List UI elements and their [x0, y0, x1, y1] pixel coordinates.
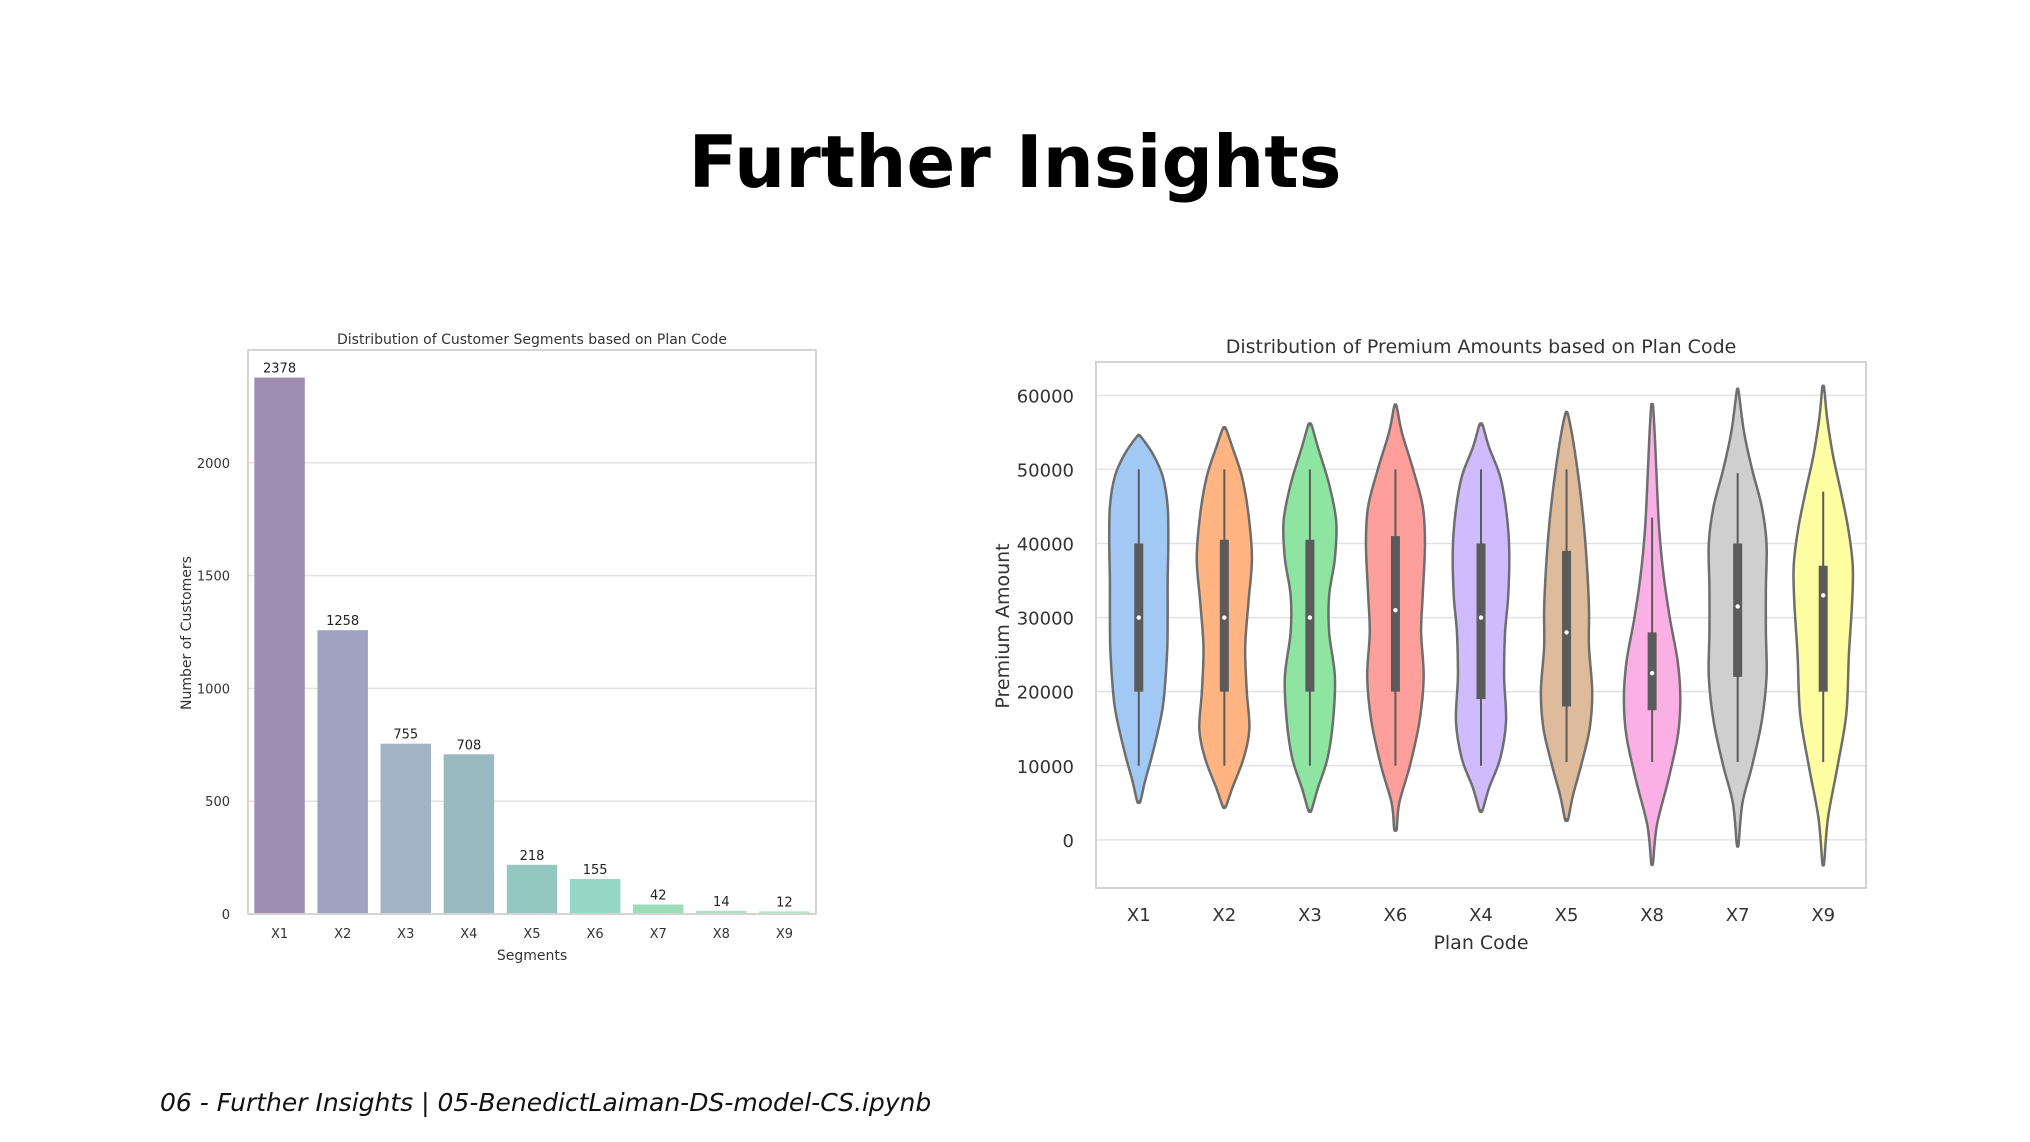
bar-chart-x-ticks: X1 X2 X3 X4 X5 X6 X7 X8 X9	[271, 927, 793, 942]
violin-iqr-box	[1818, 565, 1828, 692]
violin-chart-y-tick-label: 0	[1063, 831, 1074, 852]
bar-x2	[317, 630, 368, 914]
violin-x6	[1364, 403, 1427, 832]
bar-data-label-x8: 14	[713, 895, 730, 910]
violin-median-dot	[1478, 615, 1484, 620]
violin-x4	[1451, 422, 1511, 814]
violin-x7	[1707, 387, 1769, 848]
violin-x2	[1195, 426, 1254, 810]
violin-chart-y-tick-label: 60000	[1017, 386, 1074, 407]
violin-median-dot	[1564, 630, 1569, 635]
violin-median-dot	[1821, 593, 1826, 598]
bar-data-label-x7: 42	[650, 889, 667, 904]
violin-chart-y-tick-label: 50000	[1017, 460, 1074, 481]
violin-chart-x-tick-label: X3	[1298, 905, 1322, 926]
violin-chart-x-tick-label: X6	[1384, 905, 1408, 926]
bar-x9	[759, 911, 810, 914]
violin-x3	[1281, 422, 1338, 814]
violin-median-dot	[1136, 615, 1141, 620]
bar-data-label-x5: 218	[520, 849, 545, 864]
bar-chart-data-labels: 2378 1258 755 708 218 155 42 14 12	[263, 362, 793, 911]
bar-x3	[380, 743, 432, 914]
violin-chart-x-tick-label: X8	[1640, 905, 1664, 926]
bar-chart-title: Distribution of Customer Segments based …	[337, 332, 727, 348]
violin-iqr-box	[1562, 550, 1572, 707]
violin-median-dot	[1735, 604, 1740, 609]
bar-chart-y-tick-label: 0	[222, 908, 230, 923]
violin-median-dot	[1307, 615, 1313, 620]
bar-x7	[632, 904, 684, 914]
bar-data-label-x3: 755	[393, 728, 418, 743]
bar-data-label-x6: 155	[583, 863, 608, 878]
violin-chart-x-tick-label: X4	[1469, 905, 1493, 926]
bar-x8	[696, 910, 747, 914]
bar-chart-x-axis-label: Segments	[497, 948, 567, 964]
bar-chart-x-tick-label: X8	[713, 927, 730, 942]
bar-chart-x-tick-label: X5	[523, 927, 540, 942]
violin-iqr-box	[1476, 543, 1486, 700]
slide-footer: 06 - Further Insights | 05-BenedictLaima…	[160, 1088, 932, 1117]
bar-x6	[569, 879, 621, 914]
bar-data-label-x2: 1258	[326, 614, 359, 629]
violin-median-dot	[1393, 607, 1398, 613]
violin-chart-x-tick-label: X5	[1555, 905, 1579, 926]
violin-chart-y-ticks: 0 10000 20000 30000 40000 50000 60000	[1017, 386, 1074, 852]
violin-median-dot	[1222, 615, 1227, 620]
bar-chart-x-tick-label: X7	[650, 927, 667, 942]
bar-x1	[254, 377, 305, 914]
violin-chart-frame	[1095, 361, 1867, 889]
violin-iqr-box	[1733, 543, 1743, 677]
violin-x8	[1622, 402, 1682, 867]
bar-chart-x-tick-label: X3	[397, 927, 414, 942]
bar-chart-y-axis-label: Number of Customers	[179, 556, 195, 710]
violin-chart-title: Distribution of Premium Amounts based on…	[1226, 336, 1737, 358]
slide-title: Further Insights	[688, 120, 1342, 204]
bar-data-label-x4: 708	[456, 738, 481, 753]
violin-chart-x-tick-label: X2	[1212, 905, 1236, 926]
bar-x4	[443, 754, 495, 914]
violin-chart-y-tick-label: 40000	[1017, 535, 1074, 556]
bar-x5	[506, 864, 558, 914]
violin-x1	[1107, 433, 1170, 805]
violin-chart-x-tick-label: X1	[1127, 905, 1151, 926]
violin-iqr-box	[1390, 536, 1400, 692]
bar-chart-y-tick-label: 500	[205, 795, 230, 810]
bar-chart-bars	[254, 377, 810, 914]
bar-chart-x-tick-label: X4	[460, 927, 477, 942]
violin-chart-violins	[1107, 384, 1855, 867]
violin-chart-y-tick-label: 10000	[1017, 757, 1074, 778]
violin-chart-y-tick-label: 20000	[1017, 683, 1074, 704]
bar-data-label-x1: 2378	[263, 362, 296, 377]
bar-chart-y-tick-label: 1000	[197, 682, 230, 697]
violin-chart-x-tick-label: X9	[1811, 905, 1835, 926]
bar-chart-frame	[247, 349, 817, 915]
violin-chart-y-axis-label: Premium Amount	[992, 543, 1014, 708]
bar-chart-x-tick-label: X6	[587, 927, 604, 942]
bar-data-label-x9: 12	[776, 895, 793, 910]
violin-chart-x-ticks: X1 X2 X3 X6 X4 X5 X8 X7 X9	[1127, 905, 1835, 926]
bar-chart-y-ticks: 0 500 1000 1500 2000	[197, 457, 230, 923]
bar-chart-y-tick-label: 1500	[197, 570, 230, 585]
violin-x5	[1539, 410, 1594, 823]
bar-chart-x-tick-label: X2	[334, 927, 351, 942]
violin-median-dot	[1649, 670, 1655, 676]
bar-chart-x-tick-label: X1	[271, 927, 288, 942]
bar-chart-x-tick-label: X9	[776, 927, 793, 942]
violin-chart-x-axis-label: Plan Code	[1433, 932, 1528, 954]
violin-chart-x-tick-label: X7	[1726, 905, 1750, 926]
bar-chart-y-tick-label: 2000	[197, 457, 230, 472]
violin-chart-y-tick-label: 30000	[1017, 609, 1074, 630]
violin-x9	[1792, 384, 1855, 867]
